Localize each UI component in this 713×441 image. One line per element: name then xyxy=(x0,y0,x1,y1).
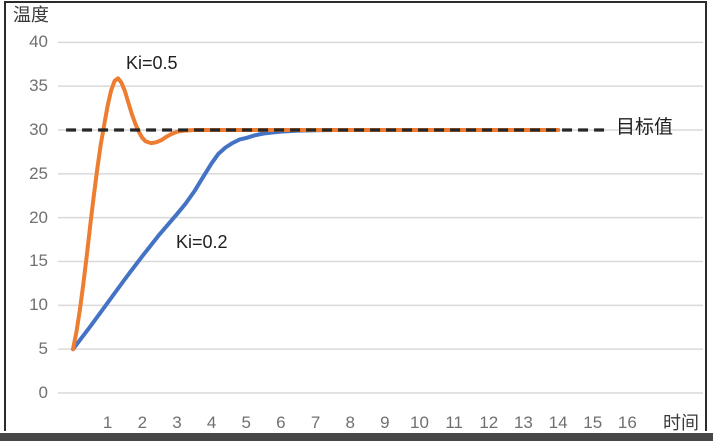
x-tick-label: 14 xyxy=(548,413,568,432)
series-label-ki02: Ki=0.2 xyxy=(176,232,228,252)
y-tick-label: 10 xyxy=(29,295,48,315)
x-tick-label: 2 xyxy=(137,413,148,432)
y-tick-label: 30 xyxy=(29,119,48,139)
series-lines xyxy=(71,76,561,352)
x-tick-label: 7 xyxy=(310,413,321,432)
x-tick-label: 11 xyxy=(445,413,463,432)
x-tick-label: 8 xyxy=(345,413,355,432)
x-tick-label: 13 xyxy=(513,413,533,432)
y-tick-label: 15 xyxy=(29,251,48,271)
x-tick-label: 3 xyxy=(172,413,182,432)
bottom-edge-bar xyxy=(0,433,713,441)
x-tick-label: 9 xyxy=(380,413,390,432)
series-line-ki02 xyxy=(71,128,561,352)
x-tick-label: 5 xyxy=(241,413,251,432)
y-tick-label: 25 xyxy=(29,163,48,183)
y-tick-label: 20 xyxy=(29,207,48,227)
y-tick-label: 40 xyxy=(29,32,48,52)
x-tick-label: 15 xyxy=(583,413,603,432)
x-tick-label: 10 xyxy=(410,413,429,432)
gridlines xyxy=(58,41,703,394)
y-tick-label: 5 xyxy=(38,339,48,359)
series-label-ki05: Ki=0.5 xyxy=(126,53,178,73)
x-tick-label: 6 xyxy=(276,413,286,432)
y-tick-label: 35 xyxy=(29,76,48,96)
y-tick-label: 0 xyxy=(38,383,48,402)
y-axis-title: 温度 xyxy=(13,5,49,25)
x-axis-title: 时间 xyxy=(663,413,699,433)
x-tick-label: 1 xyxy=(102,413,113,432)
x-tick-label: 12 xyxy=(479,413,499,432)
target-value-label: 目标值 xyxy=(616,117,674,138)
x-tick-label: 4 xyxy=(206,413,217,432)
series-line-ki05 xyxy=(71,76,561,352)
x-tick-label: 16 xyxy=(617,413,637,432)
